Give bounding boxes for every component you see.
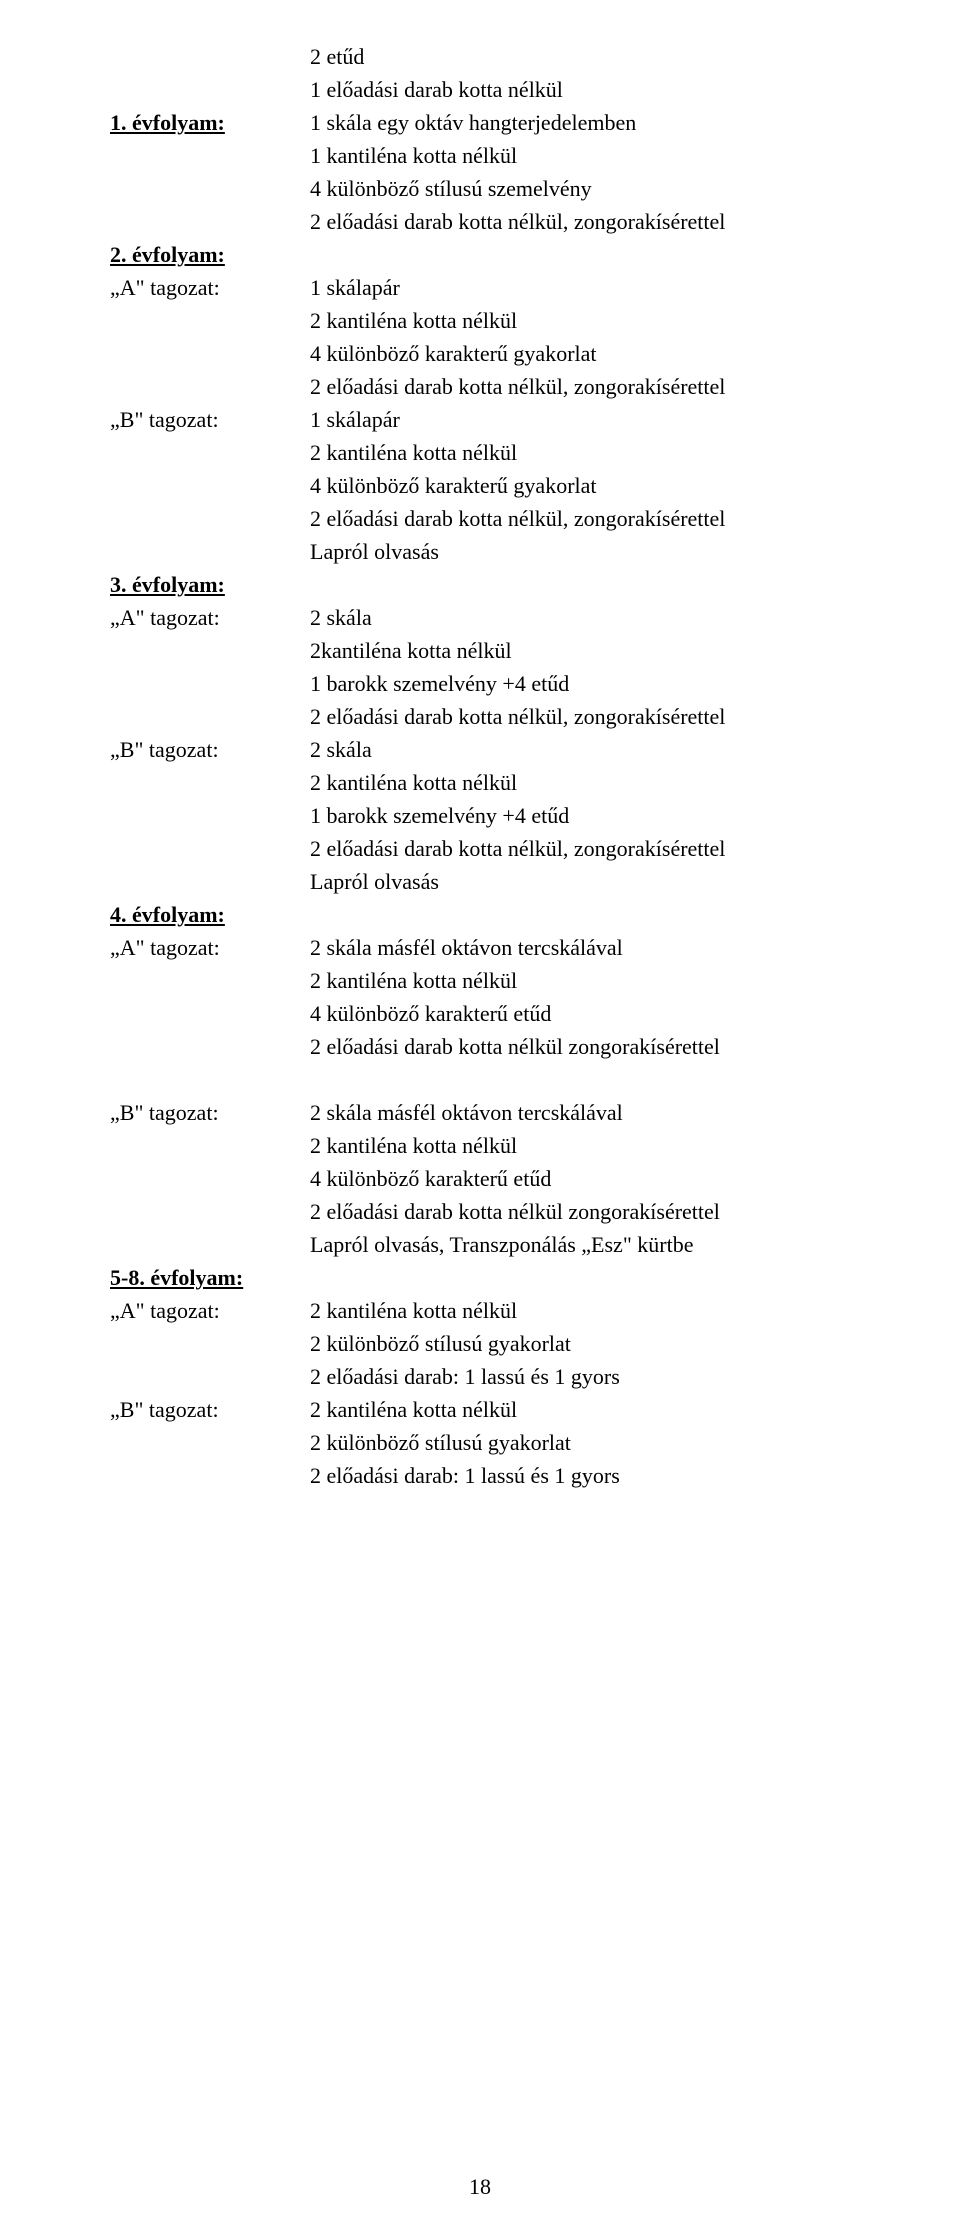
- ev3-a-1: 2kantiléna kotta nélkül: [110, 634, 850, 667]
- ev3-a-0: „A" tagozat: 2 skála: [110, 601, 850, 634]
- ev4-a-text: 4 különböző karakterű etűd: [310, 997, 850, 1030]
- ev4-a-text: 2 kantiléna kotta nélkül: [310, 964, 850, 997]
- intro-line-1: 1 előadási darab kotta nélkül: [110, 73, 850, 106]
- ev4-header: 4. évfolyam:: [110, 898, 850, 931]
- ev1-row-2: 4 különböző stílusú szemelvény: [110, 172, 850, 205]
- ev58-b-1: 2 különböző stílusú gyakorlat: [110, 1426, 850, 1459]
- ev58-a-0: „A" tagozat: 2 kantiléna kotta nélkül: [110, 1294, 850, 1327]
- ev3-b-text: 2 skála: [310, 733, 850, 766]
- ev4-b-label: „B" tagozat:: [110, 1096, 310, 1129]
- ev4-b-0: „B" tagozat: 2 skála másfél oktávon terc…: [110, 1096, 850, 1129]
- ev58-b-text: 2 különböző stílusú gyakorlat: [310, 1426, 850, 1459]
- ev4-label: 4. évfolyam:: [110, 898, 310, 931]
- ev2-a-2: 4 különböző karakterű gyakorlat: [110, 337, 850, 370]
- ev3-a-text: 2kantiléna kotta nélkül: [310, 634, 850, 667]
- ev58-a-label: „A" tagozat:: [110, 1294, 310, 1327]
- ev1-text: 4 különböző stílusú szemelvény: [310, 172, 850, 205]
- intro-text: 2 etűd: [310, 40, 850, 73]
- ev2-b-text: 2 előadási darab kotta nélkül, zongorakí…: [310, 502, 850, 535]
- ev2-b-text: 2 kantiléna kotta nélkül: [310, 436, 850, 469]
- ev2-b-0: „B" tagozat: 1 skálapár: [110, 403, 850, 436]
- ev4-a-label: „A" tagozat:: [110, 931, 310, 964]
- ev2-a-1: 2 kantiléna kotta nélkül: [110, 304, 850, 337]
- ev3-b-text: 2 előadási darab kotta nélkül, zongorakí…: [310, 832, 850, 865]
- ev4-b-text: 2 skála másfél oktávon tercskálával: [310, 1096, 850, 1129]
- ev4-a-3: 2 előadási darab kotta nélkül zongorakís…: [110, 1030, 850, 1063]
- ev3-a-label: „A" tagozat:: [110, 601, 310, 634]
- ev3-b-4: Lapról olvasás: [110, 865, 850, 898]
- ev58-a-text: 2 különböző stílusú gyakorlat: [310, 1327, 850, 1360]
- ev3-a-text: 2 skála: [310, 601, 850, 634]
- page-number: 18: [469, 2174, 491, 2200]
- ev58-b-0: „B" tagozat: 2 kantiléna kotta nélkül: [110, 1393, 850, 1426]
- ev2-a-text: 4 különböző karakterű gyakorlat: [310, 337, 850, 370]
- ev3-b-label: „B" tagozat:: [110, 733, 310, 766]
- ev4-b-text: 2 előadási darab kotta nélkül zongorakís…: [310, 1195, 850, 1228]
- ev1-text: 2 előadási darab kotta nélkül, zongorakí…: [310, 205, 850, 238]
- intro-text: 1 előadási darab kotta nélkül: [310, 73, 850, 106]
- ev3-header: 3. évfolyam:: [110, 568, 850, 601]
- ev2-b-text: 1 skálapár: [310, 403, 850, 436]
- ev2-b-1: 2 kantiléna kotta nélkül: [110, 436, 850, 469]
- ev58-a-1: 2 különböző stílusú gyakorlat: [110, 1327, 850, 1360]
- ev2-b-label: „B" tagozat:: [110, 403, 310, 436]
- ev3-b-1: 2 kantiléna kotta nélkül: [110, 766, 850, 799]
- ev2-label: 2. évfolyam:: [110, 238, 310, 271]
- ev4-b-text: Lapról olvasás, Transzponálás „Esz" kürt…: [310, 1228, 850, 1261]
- ev2-header: 2. évfolyam:: [110, 238, 850, 271]
- ev1-text: 1 kantiléna kotta nélkül: [310, 139, 850, 172]
- ev4-b-1: 2 kantiléna kotta nélkül: [110, 1129, 850, 1162]
- ev3-b-3: 2 előadási darab kotta nélkül, zongorakí…: [110, 832, 850, 865]
- spacer: [110, 1063, 850, 1096]
- ev3-a-3: 2 előadási darab kotta nélkül, zongorakí…: [110, 700, 850, 733]
- intro-line-0: 2 etűd: [110, 40, 850, 73]
- ev2-a-3: 2 előadási darab kotta nélkül, zongorakí…: [110, 370, 850, 403]
- ev2-b-4: Lapról olvasás: [110, 535, 850, 568]
- ev1-label: 1. évfolyam:: [110, 106, 310, 139]
- ev58-header: 5-8. évfolyam:: [110, 1261, 850, 1294]
- ev3-b-text: 2 kantiléna kotta nélkül: [310, 766, 850, 799]
- ev3-label: 3. évfolyam:: [110, 568, 310, 601]
- ev58-label: 5-8. évfolyam:: [110, 1261, 310, 1294]
- ev4-b-2: 4 különböző karakterű etűd: [110, 1162, 850, 1195]
- ev4-a-2: 4 különböző karakterű etűd: [110, 997, 850, 1030]
- ev3-b-text: Lapról olvasás: [310, 865, 850, 898]
- ev1-row-0: 1. évfolyam: 1 skála egy oktáv hangterje…: [110, 106, 850, 139]
- ev58-b-2: 2 előadási darab: 1 lassú és 1 gyors: [110, 1459, 850, 1492]
- ev58-b-text: 2 előadási darab: 1 lassú és 1 gyors: [310, 1459, 850, 1492]
- ev3-b-2: 1 barokk szemelvény +4 etűd: [110, 799, 850, 832]
- ev4-b-3: 2 előadási darab kotta nélkül zongorakís…: [110, 1195, 850, 1228]
- ev58-b-text: 2 kantiléna kotta nélkül: [310, 1393, 850, 1426]
- ev58-a-text: 2 kantiléna kotta nélkül: [310, 1294, 850, 1327]
- ev3-b-0: „B" tagozat: 2 skála: [110, 733, 850, 766]
- ev2-a-text: 2 kantiléna kotta nélkül: [310, 304, 850, 337]
- ev4-a-text: 2 skála másfél oktávon tercskálával: [310, 931, 850, 964]
- ev2-b-3: 2 előadási darab kotta nélkül, zongorakí…: [110, 502, 850, 535]
- ev58-a-text: 2 előadási darab: 1 lassú és 1 gyors: [310, 1360, 850, 1393]
- ev4-b-4: Lapról olvasás, Transzponálás „Esz" kürt…: [110, 1228, 850, 1261]
- ev58-a-2: 2 előadási darab: 1 lassú és 1 gyors: [110, 1360, 850, 1393]
- ev1-row-3: 2 előadási darab kotta nélkül, zongorakí…: [110, 205, 850, 238]
- ev1-text: 1 skála egy oktáv hangterjedelemben: [310, 106, 850, 139]
- ev2-b-text: Lapról olvasás: [310, 535, 850, 568]
- ev2-a-label: „A" tagozat:: [110, 271, 310, 304]
- ev2-a-0: „A" tagozat: 1 skálapár: [110, 271, 850, 304]
- ev4-a-0: „A" tagozat: 2 skála másfél oktávon terc…: [110, 931, 850, 964]
- ev1-row-1: 1 kantiléna kotta nélkül: [110, 139, 850, 172]
- ev3-a-text: 1 barokk szemelvény +4 etűd: [310, 667, 850, 700]
- ev3-a-text: 2 előadási darab kotta nélkül, zongorakí…: [310, 700, 850, 733]
- ev4-a-1: 2 kantiléna kotta nélkül: [110, 964, 850, 997]
- ev3-b-text: 1 barokk szemelvény +4 etűd: [310, 799, 850, 832]
- ev2-a-text: 2 előadási darab kotta nélkül, zongorakí…: [310, 370, 850, 403]
- ev3-a-2: 1 barokk szemelvény +4 etűd: [110, 667, 850, 700]
- ev4-b-text: 2 kantiléna kotta nélkül: [310, 1129, 850, 1162]
- ev2-b-text: 4 különböző karakterű gyakorlat: [310, 469, 850, 502]
- ev2-b-2: 4 különböző karakterű gyakorlat: [110, 469, 850, 502]
- ev2-a-text: 1 skálapár: [310, 271, 850, 304]
- ev58-b-label: „B" tagozat:: [110, 1393, 310, 1426]
- ev4-b-text: 4 különböző karakterű etűd: [310, 1162, 850, 1195]
- ev4-a-text: 2 előadási darab kotta nélkül zongorakís…: [310, 1030, 850, 1063]
